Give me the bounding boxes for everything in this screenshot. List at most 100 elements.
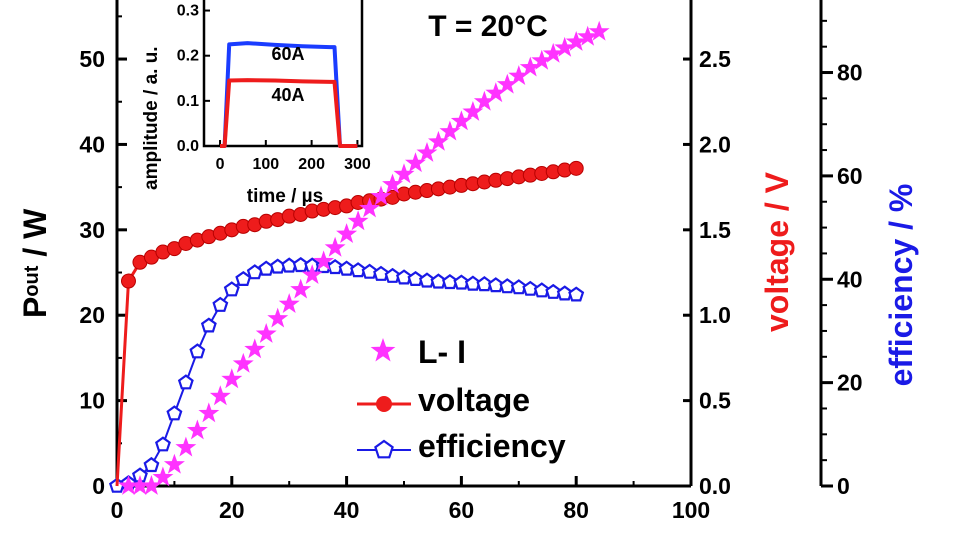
x-tick-label: 40 bbox=[334, 497, 360, 523]
efficiency-point bbox=[384, 267, 401, 283]
li-point bbox=[313, 250, 335, 271]
legend-efficiency-marker bbox=[357, 439, 411, 459]
inset-y-tick-label: 0.1 bbox=[177, 93, 199, 110]
legend: L- I voltage efficiency bbox=[357, 334, 566, 464]
efficiency-point bbox=[522, 280, 539, 296]
y-right2-tick-label: 0 bbox=[837, 473, 850, 499]
efficiency-point bbox=[396, 269, 412, 285]
li-point bbox=[141, 475, 162, 495]
li-point bbox=[163, 453, 185, 474]
y-left-tick-label: 30 bbox=[79, 217, 105, 243]
li-point bbox=[485, 82, 507, 103]
inset-x-tick-label: 0 bbox=[216, 156, 225, 173]
li-point bbox=[209, 385, 231, 406]
x-tick-label: 100 bbox=[672, 497, 710, 523]
y-right2-tick-label: 80 bbox=[837, 60, 863, 86]
li-point bbox=[405, 152, 426, 173]
efficiency-point bbox=[338, 260, 355, 276]
efficiency-point bbox=[373, 265, 389, 281]
inset-y-tick-label: 0.0 bbox=[177, 138, 199, 155]
li-point bbox=[118, 475, 139, 495]
y-right1-tick-label: 1.0 bbox=[699, 302, 731, 328]
efficiency-point bbox=[407, 270, 424, 286]
li-point bbox=[519, 56, 541, 77]
inset-y-tick-label: 0.2 bbox=[177, 48, 199, 65]
inset-x-tick-label: 300 bbox=[344, 156, 371, 173]
efficiency-point bbox=[223, 281, 240, 297]
y-right2-tick-label: 20 bbox=[837, 370, 863, 396]
y-right1-axis-title: voltage / V bbox=[759, 171, 795, 332]
inset-plot: 0 100 200 300 0.0 0.1 0.2 0.3 60A 40A time / µs amp… bbox=[141, 0, 371, 207]
li-point bbox=[393, 163, 415, 184]
li-point bbox=[152, 466, 174, 487]
li-point bbox=[439, 120, 461, 141]
y-left-label-rest: / W bbox=[17, 208, 53, 266]
li-point bbox=[531, 49, 553, 70]
temperature-annotation: T = 20°C bbox=[428, 10, 548, 43]
legend-efficiency-label: efficiency bbox=[418, 428, 566, 464]
li-point bbox=[450, 110, 472, 131]
y-right2-tick-label: 60 bbox=[837, 163, 863, 189]
y-left-label-main: P bbox=[17, 297, 53, 318]
li-point bbox=[198, 402, 220, 423]
y-right1-tick-label: 1.5 bbox=[699, 217, 731, 243]
efficiency-point bbox=[350, 262, 366, 278]
y-left-tick-label: 50 bbox=[79, 46, 105, 72]
y-right1-tick-label: 0.0 bbox=[699, 473, 731, 499]
efficiency-point bbox=[212, 296, 229, 312]
x-tick-label: 20 bbox=[219, 497, 245, 523]
x-tick-label: 60 bbox=[449, 497, 475, 523]
y-left-tick-label: 10 bbox=[79, 388, 105, 414]
inset-y-tick-label: 0.3 bbox=[177, 3, 199, 20]
efficiency-point bbox=[166, 405, 183, 421]
y-left-axis-title: Pout / W bbox=[17, 208, 53, 318]
li-point bbox=[175, 436, 197, 457]
li-point bbox=[244, 338, 266, 359]
inset-60A-label: 60A bbox=[271, 44, 304, 64]
li-point bbox=[565, 31, 587, 51]
y-left-label-sub: out bbox=[21, 265, 43, 296]
li-point bbox=[290, 278, 312, 299]
efficiency-point bbox=[189, 343, 206, 359]
li-point bbox=[278, 293, 300, 313]
efficiency-point bbox=[143, 456, 160, 473]
li-point bbox=[462, 101, 484, 121]
y-right2-tick-label: 40 bbox=[837, 266, 863, 292]
voltage-point bbox=[568, 160, 584, 176]
y-right1-tick-label: 2.0 bbox=[699, 131, 731, 157]
y-left-tick-label: 20 bbox=[79, 302, 105, 328]
legend-li-star bbox=[370, 338, 396, 362]
efficiency-point bbox=[200, 317, 217, 333]
li-point bbox=[588, 20, 610, 41]
efficiency-point bbox=[545, 283, 562, 299]
y-right1-tick-label: 2.5 bbox=[699, 46, 731, 72]
efficiency-point bbox=[568, 286, 585, 302]
inset-40A-line bbox=[220, 78, 358, 148]
li-point bbox=[186, 419, 208, 440]
li-point bbox=[577, 25, 599, 46]
li-point bbox=[508, 65, 530, 85]
li-point bbox=[301, 264, 323, 284]
main-plot: 0 20 40 60 80 100 0 10 20 30 40 50 0.0 0.5 1.0 1.5 2.0 2.… bbox=[79, 0, 863, 523]
li-point bbox=[359, 197, 380, 218]
li-point bbox=[232, 352, 254, 373]
inset-x-tick-label: 200 bbox=[298, 156, 325, 173]
li-point bbox=[255, 323, 277, 343]
legend-efficiency-pentagon bbox=[374, 439, 394, 459]
li-point bbox=[324, 236, 346, 257]
li-point bbox=[370, 185, 392, 206]
y-right1-tick-label: 0.5 bbox=[699, 388, 731, 414]
x-tick-label: 0 bbox=[111, 497, 124, 523]
li-point bbox=[129, 475, 151, 495]
legend-li-label: L- I bbox=[418, 334, 466, 370]
inset-40A-label: 40A bbox=[271, 85, 304, 105]
efficiency-point bbox=[235, 270, 252, 286]
efficiency-point bbox=[155, 436, 171, 452]
li-point bbox=[221, 368, 243, 389]
x-tick-label: 80 bbox=[563, 497, 589, 523]
legend-voltage-label: voltage bbox=[418, 382, 530, 418]
inset-x-tick-label: 100 bbox=[252, 156, 279, 173]
li-point bbox=[428, 130, 449, 151]
legend-voltage-dot bbox=[376, 396, 392, 412]
